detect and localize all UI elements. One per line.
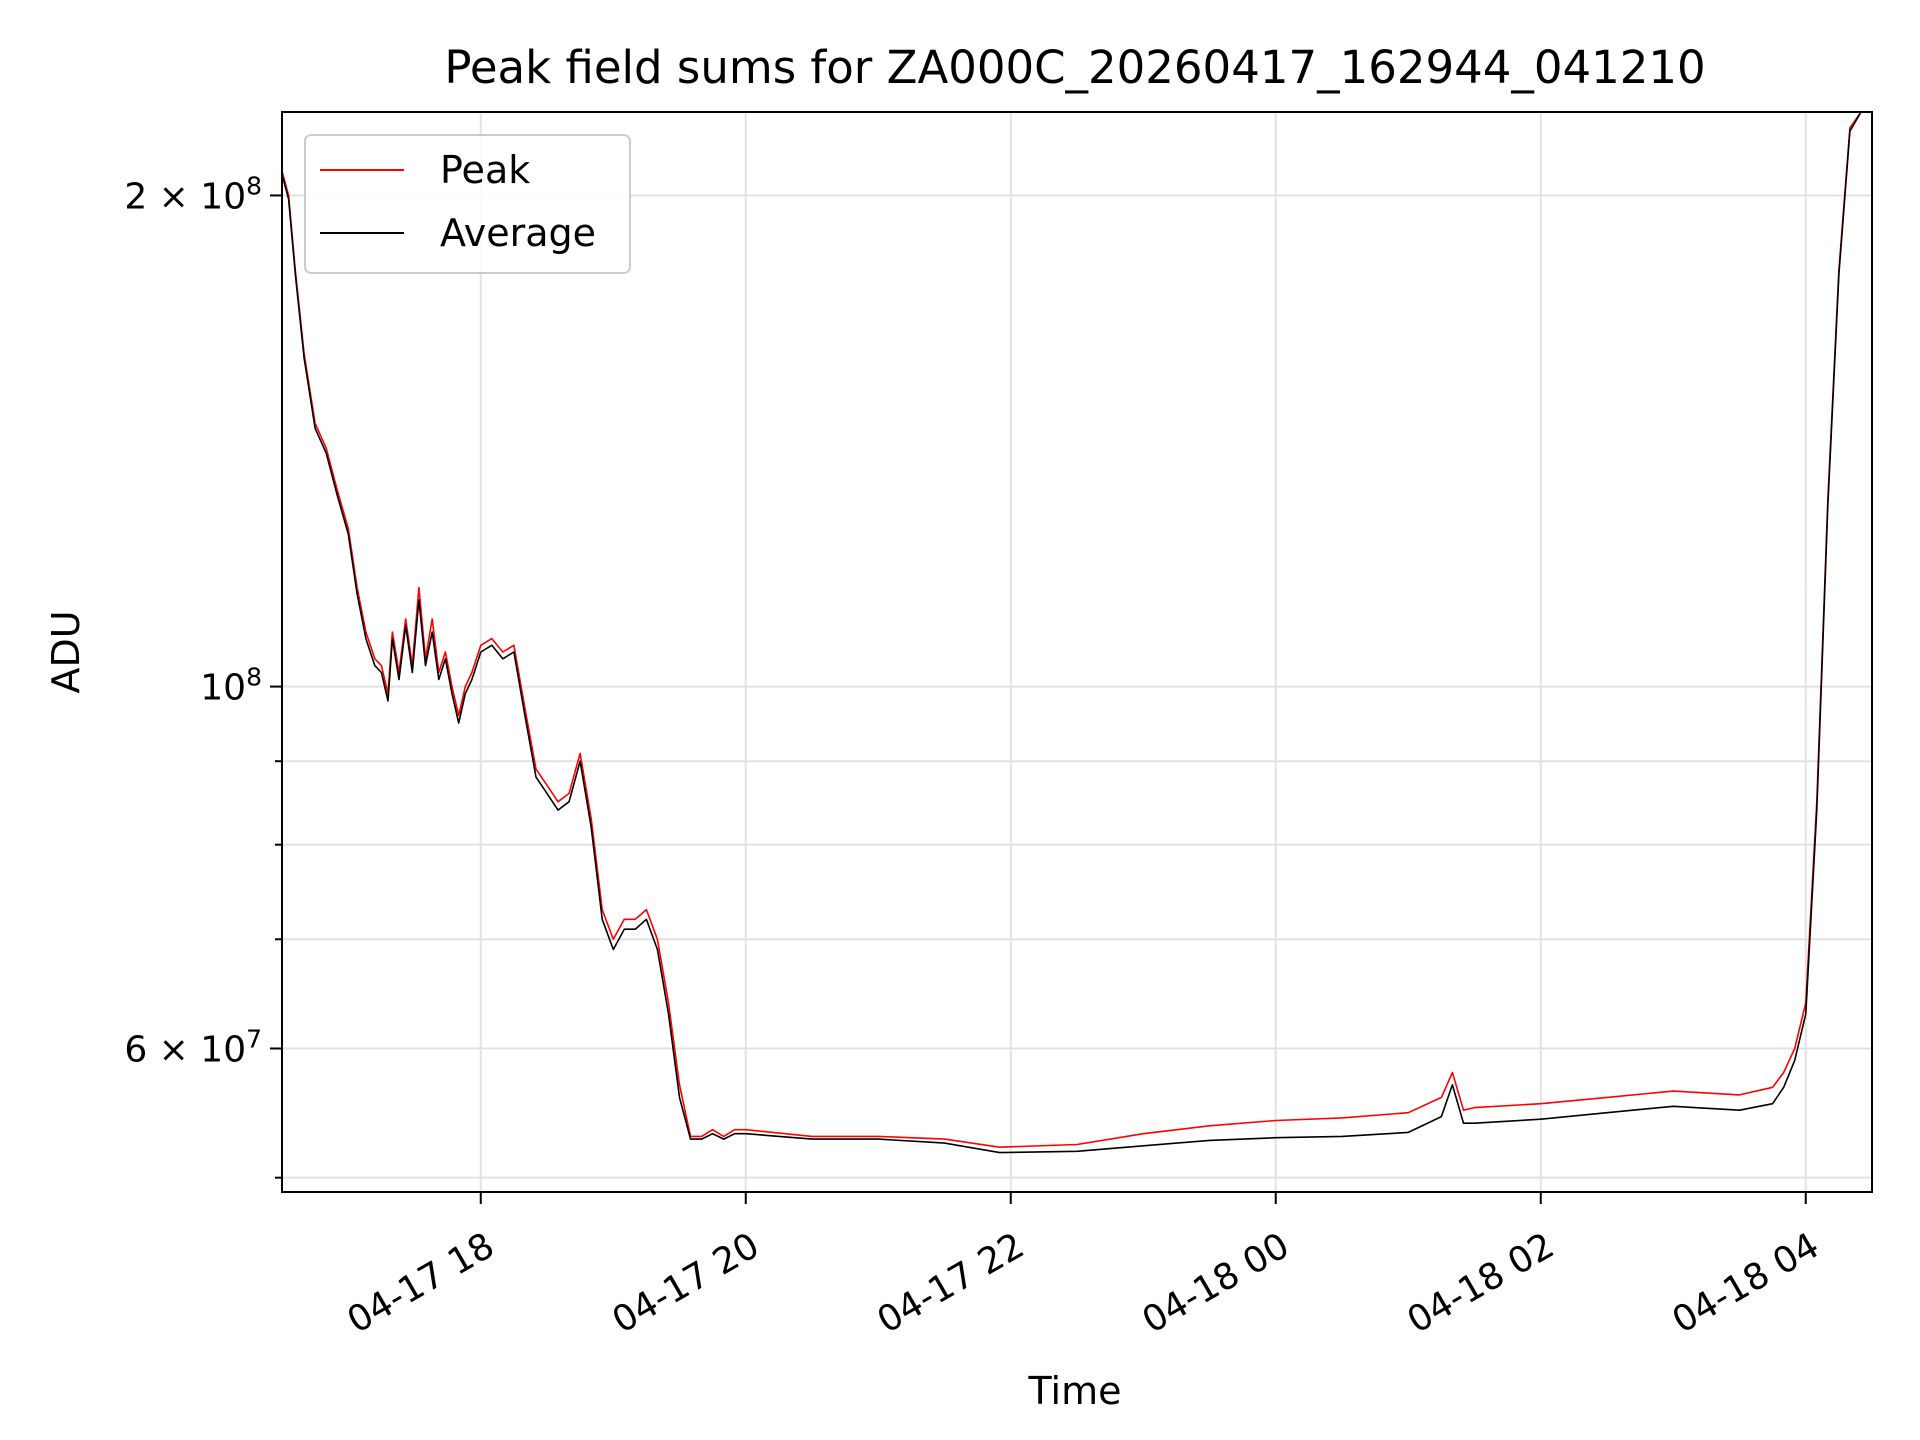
y-tick-label: 2 × 108 bbox=[124, 171, 262, 217]
x-axis-label: Time bbox=[1028, 1369, 1122, 1413]
legend-label-average: Average bbox=[440, 211, 596, 255]
series-lines bbox=[281, 111, 1872, 1154]
plot-frame bbox=[281, 111, 1873, 1193]
legend-label-peak: Peak bbox=[440, 148, 530, 192]
legend: Peak Average bbox=[304, 134, 631, 274]
chart-title: Peak field sums for ZA000C_20260417_1629… bbox=[444, 41, 1705, 94]
y-axis: 6 × 107 108 2 × 108 bbox=[124, 171, 282, 1179]
series-line-average bbox=[281, 111, 1872, 1154]
y-tick-label: 6 × 107 bbox=[124, 1025, 262, 1071]
series-line-peak bbox=[281, 111, 1872, 1148]
y-axis-label: ADU bbox=[44, 610, 88, 693]
y-tick-label: 108 bbox=[200, 663, 262, 709]
